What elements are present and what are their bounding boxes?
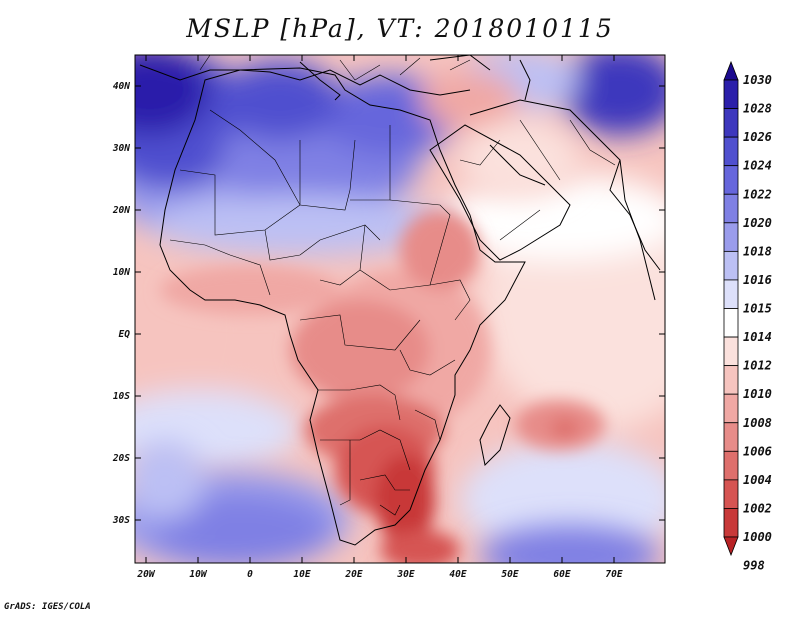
country-borders	[169, 55, 616, 516]
colorbar-swatch	[723, 79, 739, 109]
x-tick-label: 40E	[449, 569, 466, 580]
colorbar-label: 1014	[743, 330, 772, 344]
grads-credit: GrADS: IGES/COLA	[4, 602, 91, 612]
colorbar-label: 1024	[743, 159, 772, 173]
x-tick-label: 10E	[293, 569, 310, 580]
colorbar-swatch	[723, 365, 739, 395]
colorbar-swatch	[723, 508, 739, 538]
x-tick-label: 50E	[501, 569, 518, 580]
colorbar-swatch	[723, 165, 739, 195]
x-tick-label: 70E	[605, 569, 622, 580]
colorbar-label: 1026	[743, 130, 772, 144]
x-tick-label: 10W	[189, 569, 207, 580]
colorbar-swatch	[723, 136, 739, 167]
y-tick-label: 30S	[112, 515, 130, 526]
colorbar-swatch	[723, 479, 739, 509]
colorbar-label: 1002	[743, 501, 772, 515]
colorbar-label: 1030	[743, 73, 772, 87]
y-axis: 40N 30N 20N 10N EQ 10S 20S 30S	[112, 81, 665, 526]
y-tick-label: 10N	[113, 267, 130, 278]
colorbar-swatch	[723, 108, 739, 138]
colorbar-swatch	[723, 193, 739, 224]
coastlines	[139, 55, 661, 546]
y-tick-label: 30N	[112, 143, 130, 154]
colorbar-label: 998	[743, 559, 765, 573]
y-tick-label: EQ	[119, 329, 131, 340]
x-tick-label: 30E	[396, 569, 414, 580]
colorbar-top-arrow	[723, 60, 739, 81]
plot-frame	[134, 54, 666, 564]
x-tick-label: 0	[247, 569, 253, 580]
colorbar-label: 1006	[743, 444, 772, 458]
x-tick-label: 20W	[136, 569, 155, 580]
colorbar-swatch	[723, 308, 739, 338]
y-tick-label: 20S	[112, 453, 130, 464]
colorbar: 1030 1028 1026 1024 1022 1020 1018 1016 1015 1014…	[723, 60, 772, 573]
colorbar-label: 1022	[743, 187, 772, 201]
colorbar-swatch	[723, 222, 739, 252]
colorbar-label: 1012	[743, 359, 772, 373]
x-tick-label: 20E	[344, 569, 362, 580]
colorbar-swatch	[723, 336, 739, 367]
map-title: MSLP [hPa], VT: 2018010115	[186, 14, 614, 43]
pressure-field	[135, 55, 665, 563]
y-tick-label: 40N	[113, 81, 130, 92]
colorbar-label: 1020	[743, 216, 772, 230]
colorbar-label: 1008	[743, 416, 772, 430]
x-axis: 20W 10W 0 10E 20E 30E 40E 50E 60E 70E	[136, 55, 623, 580]
colorbar-swatch	[723, 450, 739, 481]
colorbar-swatch	[723, 393, 739, 424]
y-tick-label: 20N	[112, 205, 130, 216]
colorbar-swatch	[723, 250, 739, 281]
colorbar-label: 1004	[743, 473, 772, 487]
x-tick-label: 60E	[553, 569, 570, 580]
colorbar-label: 1018	[743, 244, 772, 258]
colorbar-bottom-arrow	[723, 536, 739, 557]
colorbar-swatch	[723, 422, 739, 452]
colorbar-label: 1016	[743, 273, 772, 287]
colorbar-label: 1015	[743, 302, 772, 316]
colorbar-label: 1010	[743, 387, 772, 401]
colorbar-swatch	[723, 279, 739, 309]
y-tick-label: 10S	[113, 391, 130, 402]
colorbar-label: 1028	[743, 102, 772, 116]
colorbar-label: 1000	[743, 530, 772, 544]
